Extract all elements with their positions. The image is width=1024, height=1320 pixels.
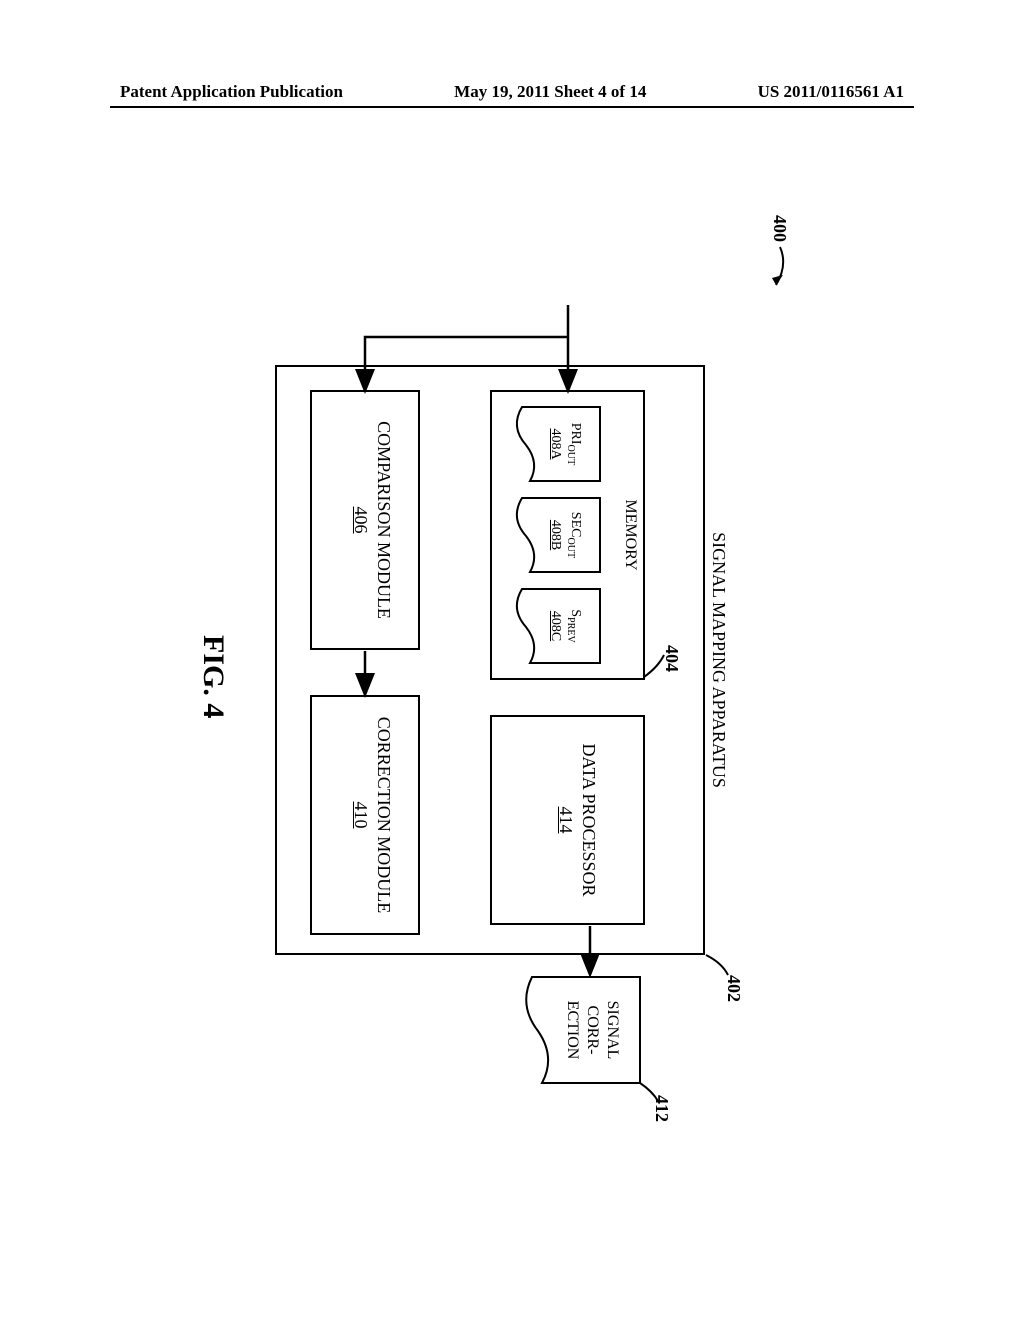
header-left: Patent Application Publication bbox=[120, 82, 343, 102]
header-rule bbox=[110, 106, 914, 108]
header-center: May 19, 2011 Sheet 4 of 14 bbox=[454, 82, 646, 102]
diagram-rotated-wrapper: 400 SIGNAL MAPPING APPARATUS 402 MEMORY … bbox=[230, 275, 790, 1095]
figure-caption: FIG. 4 bbox=[196, 635, 230, 718]
ref-400: 400 bbox=[769, 215, 790, 242]
arrows-layer bbox=[230, 275, 790, 1095]
page: Patent Application Publication May 19, 2… bbox=[0, 0, 1024, 1320]
figure-area: 400 SIGNAL MAPPING APPARATUS 402 MEMORY … bbox=[100, 160, 920, 1210]
header-right: US 2011/0116561 A1 bbox=[758, 82, 904, 102]
page-header: Patent Application Publication May 19, 2… bbox=[0, 82, 1024, 102]
